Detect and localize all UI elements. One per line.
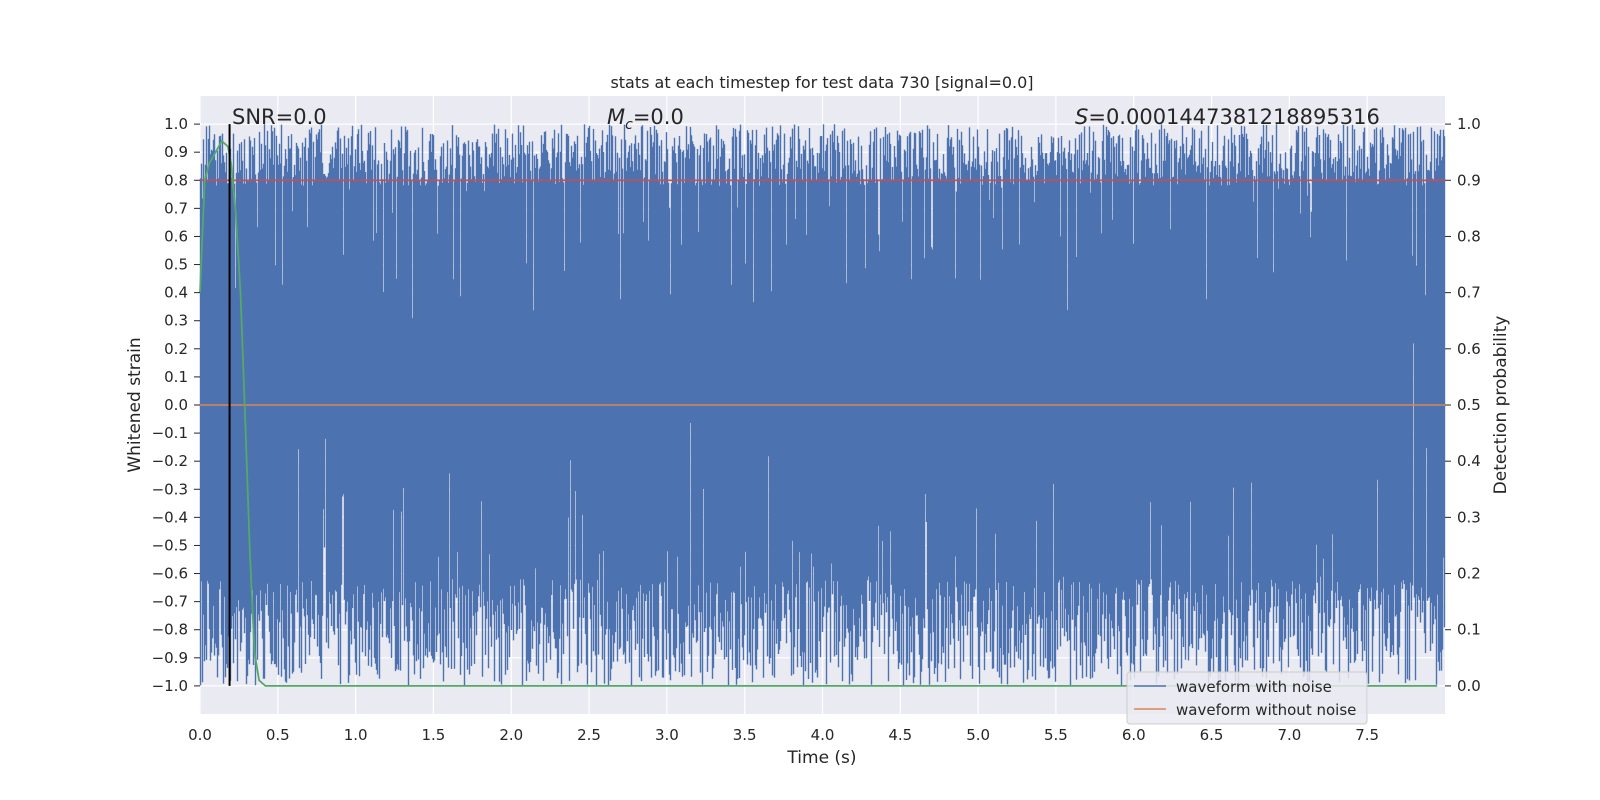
x-tick-label: 3.5 [733,726,757,744]
left-axis-ticks: 1.0 0.9 0.8 0.7 0.6 0.5 0.4 0.3 0.2 0.1 0.0 −0.1 −0.… [152,115,200,695]
y-tick-label: −1.0 [152,677,188,695]
chirp-mass-value: =0.0 [633,105,684,129]
y-tick-label: 0.2 [164,340,188,358]
y2-tick-label: 1.0 [1457,115,1481,133]
waveform-with-noise-line [199,124,1446,686]
y-tick-label: 0.9 [164,143,188,161]
y2-tick-label: 0.2 [1457,565,1481,583]
y2-tick-label: 0.6 [1457,340,1481,358]
y-tick-label: −0.5 [152,536,188,554]
y-tick-label: 0.4 [164,284,188,302]
x-tick-label: 7.0 [1277,726,1301,744]
y-tick-label: −0.9 [152,649,188,667]
x-tick-label: 0.5 [266,726,290,744]
detection-probability-line [199,139,1438,687]
x-axis-label: Time (s) [786,748,856,768]
x-tick-label: 5.5 [1044,726,1068,744]
waveform-with-noise-series [199,124,1446,686]
x-tick-label: 4.0 [811,726,835,744]
y2-tick-label: 0.3 [1457,508,1481,526]
y-axis-label: Whitened strain [125,337,145,472]
y-tick-label: 0.3 [164,312,188,330]
y-tick-label: −0.8 [152,621,188,639]
x-tick-label: 6.0 [1122,726,1146,744]
x-tick-label: 5.0 [966,726,990,744]
y-tick-label: −0.2 [152,452,188,470]
x-axis-ticks: 0.0 0.5 1.0 1.5 2.0 2.5 3.0 3.5 4.0 4.5 5.0 5.5 6.0 6… [188,726,1379,744]
legend: waveform with noise waveform without noi… [1126,671,1368,725]
x-tick-label: 6.5 [1200,726,1224,744]
y2-tick-label: 0.5 [1457,396,1481,414]
legend-frame [1126,671,1368,725]
y-tick-label: −0.7 [152,593,188,611]
y2-axis-label: Detection probability [1491,316,1511,495]
chirp-mass-annotation: Mc=0.0 [607,105,684,133]
x-tick-label: 2.5 [577,726,601,744]
right-axis-ticks: 1.0 0.9 0.8 0.7 0.6 0.5 0.4 0.3 0.2 0.1 0.0 [1445,115,1481,695]
y-tick-label: −0.3 [152,480,188,498]
y-tick-label: 0.8 [164,171,188,189]
snr-annotation: SNR=0.0 [232,105,327,129]
x-tick-label: 1.0 [344,726,368,744]
x-tick-label: 1.5 [422,726,446,744]
s-symbol: S [1075,105,1088,129]
x-tick-label: 7.5 [1355,726,1379,744]
y-tick-label: −0.6 [152,565,188,583]
chirp-mass-symbol: M [607,105,625,129]
x-tick-label: 3.0 [655,726,679,744]
y-tick-label: 0.0 [164,396,188,414]
x-tick-label: 0.0 [188,726,212,744]
y-tick-label: 0.6 [164,227,188,245]
y2-tick-label: 0.7 [1457,284,1481,302]
s-value: =0.0001447381218895316 [1088,105,1380,129]
legend-noise-label: waveform with noise [1176,678,1332,696]
x-tick-label: 4.5 [888,726,912,744]
y-tick-label: −0.1 [152,424,188,442]
y2-tick-label: 0.0 [1457,677,1481,695]
y-tick-label: −0.4 [152,508,188,526]
y-tick-label: 1.0 [164,115,188,133]
y-tick-label: 0.5 [164,256,188,274]
y2-tick-label: 0.9 [1457,171,1481,189]
x-tick-label: 2.0 [499,726,523,744]
y2-tick-label: 0.4 [1457,452,1481,470]
overlay-series [199,124,1445,687]
y-tick-label: 0.7 [164,199,188,217]
chart-title: stats at each timestep for test data 730… [610,73,1033,92]
y-tick-label: 0.1 [164,368,188,386]
s-annotation: S=0.0001447381218895316 [1075,105,1380,129]
y2-tick-label: 0.1 [1457,621,1481,639]
legend-clean-label: waveform without noise [1176,701,1356,719]
chirp-mass-subscript: c [625,117,633,133]
y2-tick-label: 0.8 [1457,227,1481,245]
